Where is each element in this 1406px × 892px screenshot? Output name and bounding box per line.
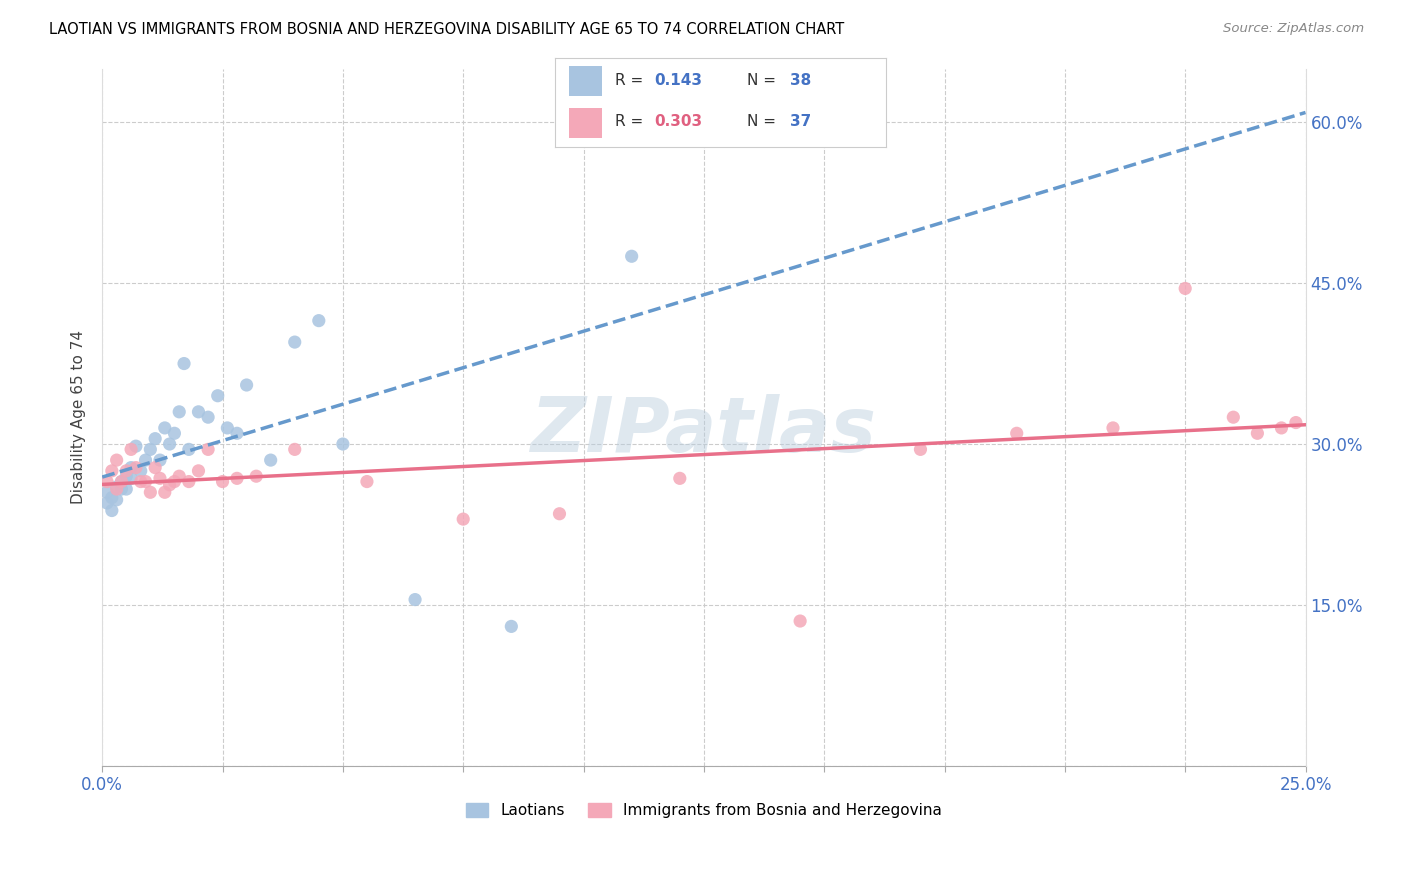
Point [548, 507, 571, 521]
Point [284, 335, 307, 350]
Point [110, 482, 132, 496]
Text: R =: R = [614, 114, 648, 129]
Point [211, 475, 233, 489]
Point [235, 378, 257, 392]
Point [149, 471, 172, 485]
Point [139, 485, 162, 500]
Point [105, 480, 128, 494]
Point [332, 437, 354, 451]
Point [245, 469, 267, 483]
Point [159, 437, 181, 451]
Point [143, 460, 166, 475]
Text: LAOTIAN VS IMMIGRANTS FROM BOSNIA AND HERZEGOVINA DISABILITY AGE 65 TO 74 CORREL: LAOTIAN VS IMMIGRANTS FROM BOSNIA AND HE… [49, 22, 845, 37]
Point [1102, 421, 1125, 435]
Text: N =: N = [747, 73, 780, 88]
Point [177, 442, 200, 457]
Text: Source: ZipAtlas.com: Source: ZipAtlas.com [1223, 22, 1364, 36]
Point [120, 471, 142, 485]
Point [135, 453, 157, 467]
Text: 37: 37 [790, 114, 811, 129]
Point [153, 485, 176, 500]
Point [284, 442, 307, 457]
Point [1246, 426, 1268, 441]
Point [101, 503, 124, 517]
Legend: Laotians, Immigrants from Bosnia and Herzegovina: Laotians, Immigrants from Bosnia and Her… [460, 797, 948, 824]
Point [159, 477, 181, 491]
Point [260, 453, 283, 467]
Text: 0.143: 0.143 [654, 73, 703, 88]
Point [115, 464, 138, 478]
Point [1174, 281, 1197, 295]
Point [96, 496, 118, 510]
Point [501, 619, 523, 633]
Point [226, 471, 249, 485]
Point [125, 460, 148, 475]
Point [308, 313, 330, 327]
Point [115, 482, 138, 496]
Point [668, 471, 690, 485]
Point [1270, 421, 1292, 435]
Point [96, 485, 118, 500]
Point [356, 475, 378, 489]
Point [173, 357, 195, 371]
Point [110, 475, 132, 489]
Point [139, 442, 162, 457]
Point [110, 475, 132, 489]
Point [451, 512, 474, 526]
Point [105, 453, 128, 467]
Bar [568, 108, 602, 138]
Point [125, 439, 148, 453]
Point [177, 475, 200, 489]
Point [1222, 410, 1244, 425]
Point [163, 426, 186, 441]
Point [197, 442, 219, 457]
Point [115, 469, 138, 483]
Point [167, 405, 190, 419]
Y-axis label: Disability Age 65 to 74: Disability Age 65 to 74 [72, 330, 86, 504]
Point [187, 405, 209, 419]
Point [789, 614, 811, 628]
Point [129, 464, 152, 478]
Point [207, 389, 229, 403]
Text: 38: 38 [790, 73, 811, 88]
Point [149, 453, 172, 467]
Point [153, 421, 176, 435]
Point [217, 421, 239, 435]
Point [129, 475, 152, 489]
Text: ZIPatlas: ZIPatlas [531, 394, 877, 468]
Point [1005, 426, 1028, 441]
Point [120, 442, 142, 457]
Point [143, 432, 166, 446]
Point [910, 442, 932, 457]
Point [620, 249, 643, 263]
Point [101, 491, 124, 505]
Point [1285, 416, 1308, 430]
Point [404, 592, 426, 607]
Point [135, 475, 157, 489]
Point [860, 115, 883, 129]
Point [120, 460, 142, 475]
Point [197, 410, 219, 425]
Point [96, 475, 118, 489]
Text: 0.303: 0.303 [654, 114, 703, 129]
Point [226, 426, 249, 441]
Point [167, 469, 190, 483]
Bar [568, 66, 602, 96]
Point [163, 475, 186, 489]
Text: N =: N = [747, 114, 780, 129]
Point [187, 464, 209, 478]
Point [105, 492, 128, 507]
Point [105, 482, 128, 496]
Point [101, 464, 124, 478]
Text: R =: R = [614, 73, 648, 88]
